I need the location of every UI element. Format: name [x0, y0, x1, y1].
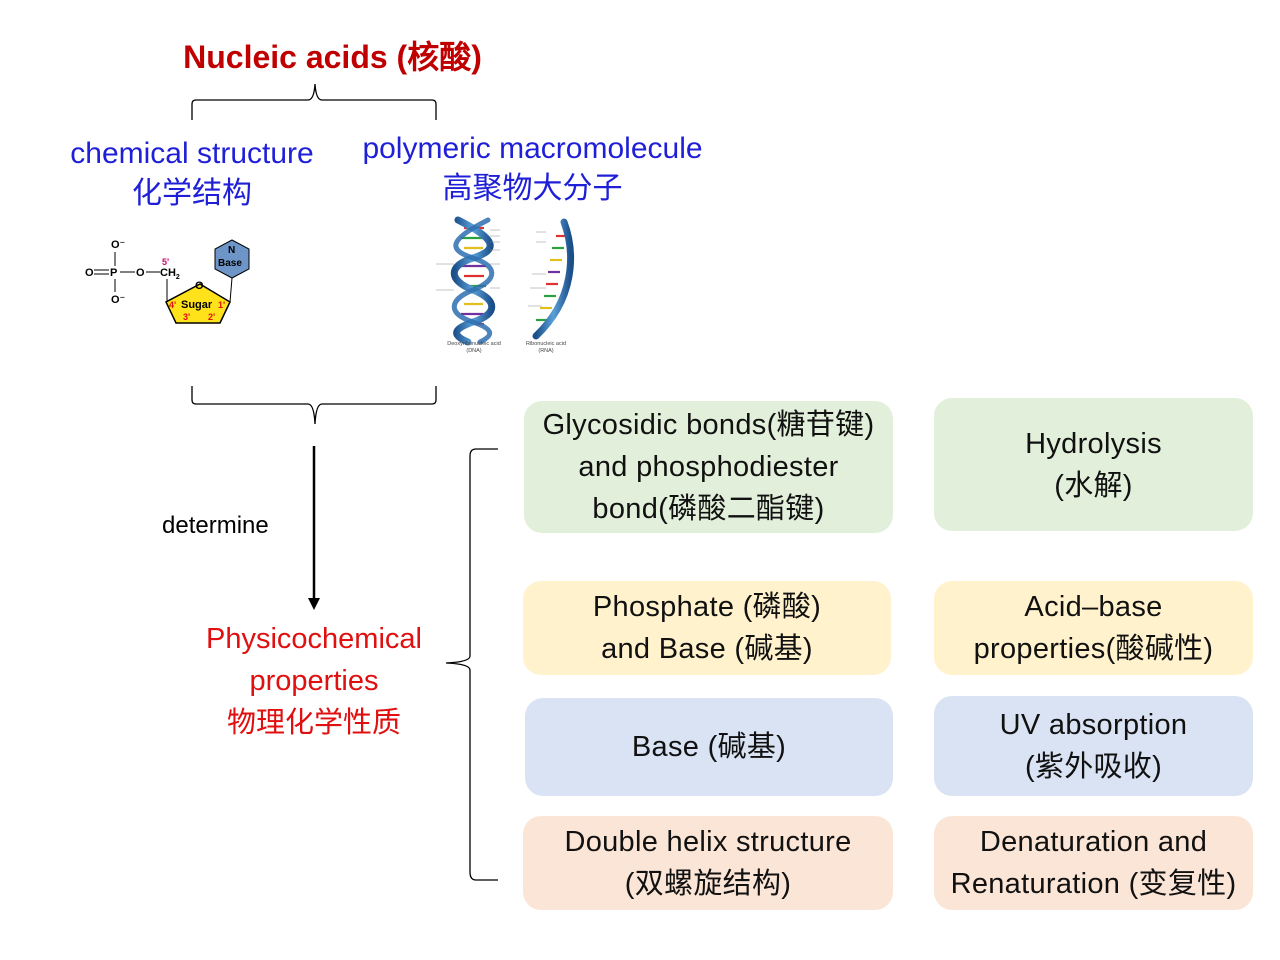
- uv-line1: UV absorption: [999, 709, 1188, 741]
- determine-label: determine: [162, 512, 269, 539]
- phosphate-line1: Phosphate (磷酸): [592, 591, 822, 623]
- box-acid-base: Acid–base properties(酸碱性): [934, 581, 1253, 675]
- phosphate-line2: and Base (碱基): [601, 633, 813, 665]
- acidbase-line2: properties(酸碱性): [973, 633, 1214, 665]
- five-prime: 5': [162, 257, 169, 267]
- glycosidic-line2: and phosphodiester: [578, 451, 839, 483]
- ring-o: O: [195, 280, 204, 292]
- rna-caption-2: (RNA): [538, 348, 553, 354]
- box-denaturation: Denaturation and Renaturation (变复性): [934, 816, 1253, 910]
- sugar-label: Sugar: [181, 299, 213, 311]
- dna-label-leaders: [436, 229, 546, 307]
- hydrolysis-line1: Hydrolysis: [1025, 427, 1162, 460]
- bottom-brace: [191, 386, 437, 425]
- polymeric-label: polymeric macromolecule 高聚物大分子: [345, 129, 720, 209]
- determine-arrow-head: [308, 598, 320, 610]
- base-hexagon: [214, 239, 250, 279]
- chemical-structure-zh: 化学结构: [132, 177, 252, 210]
- doublehelix-line2: (双螺旋结构): [624, 868, 792, 900]
- physicochemical-line3: 物理化学性质: [226, 707, 401, 739]
- dna-caption-2: (DNA): [466, 348, 481, 354]
- base-line1: Base (碱基): [631, 731, 787, 763]
- denaturation-line2: Renaturation (变复性): [950, 868, 1237, 900]
- sugar-ring: [165, 283, 231, 324]
- glycosidic-line1: Glycosidic bonds(糖苷键): [542, 409, 875, 441]
- acidbase-line1: Acid–base: [1024, 591, 1163, 623]
- base-n: N: [228, 245, 235, 256]
- box-hydrolysis: Hydrolysis (水解): [934, 398, 1253, 531]
- glycosidic-line3: bond(磷酸二酯键): [592, 493, 825, 525]
- dna-rna-helix-figure: Deoxyribonucleic acid (DNA) Ribonucleic …: [436, 216, 575, 354]
- box-phosphate-base: Phosphate (磷酸) and Base (碱基): [523, 581, 891, 675]
- box-base: Base (碱基): [525, 698, 893, 796]
- box-uv-absorption: UV absorption (紫外吸收): [934, 696, 1253, 796]
- box-double-helix: Double helix structure (双螺旋结构): [523, 816, 893, 910]
- uv-line2: (紫外吸收): [1024, 751, 1163, 783]
- rna-caption-1: Ribonucleic acid: [526, 341, 566, 347]
- polymeric-zh: 高聚物大分子: [442, 172, 623, 205]
- one-prime: 1': [218, 300, 225, 310]
- phosphate-o-top: O⁻: [111, 239, 126, 251]
- rna-strand: [532, 218, 575, 340]
- phosphate-o-bottom: O⁻: [111, 294, 126, 306]
- hydrolysis-line2: (水解): [1054, 469, 1133, 502]
- phosphate-p: P: [110, 267, 117, 279]
- three-prime: 3': [183, 312, 190, 322]
- denaturation-line1: Denaturation and: [979, 826, 1208, 858]
- physicochemical-line2: properties: [249, 665, 379, 697]
- phosphate-o-left: O: [85, 267, 94, 279]
- chemical-structure-label: chemical structure 化学结构: [52, 134, 332, 214]
- bridge-o: O: [136, 267, 145, 279]
- physicochemical-label: Physicochemical properties 物理化学性质: [190, 618, 438, 744]
- four-prime: 4': [169, 300, 176, 310]
- top-brace: [191, 83, 437, 120]
- nucleotide-structure-figure: O⁻ O P O⁻ O CH2 5' O Sugar 4' 1' 3' 2' N…: [85, 239, 250, 324]
- dna-caption-1: Deoxyribonucleic acid: [447, 341, 501, 347]
- box-glycosidic-bonds: Glycosidic bonds(糖苷键) and phosphodiester…: [524, 401, 893, 533]
- doublehelix-line1: Double helix structure: [564, 826, 852, 858]
- diagram-title: Nucleic acids (核酸): [183, 39, 482, 75]
- physicochemical-line1: Physicochemical: [206, 623, 422, 655]
- polymeric-en: polymeric macromolecule: [362, 132, 703, 165]
- right-brace: [445, 448, 498, 881]
- dna-base-pairs: [461, 226, 486, 326]
- base-label: Base: [218, 258, 242, 269]
- two-prime: 2': [208, 312, 215, 322]
- ch2-label: CH2: [160, 267, 180, 281]
- chemical-structure-en: chemical structure: [70, 137, 314, 170]
- dna-strand-2: [451, 217, 495, 345]
